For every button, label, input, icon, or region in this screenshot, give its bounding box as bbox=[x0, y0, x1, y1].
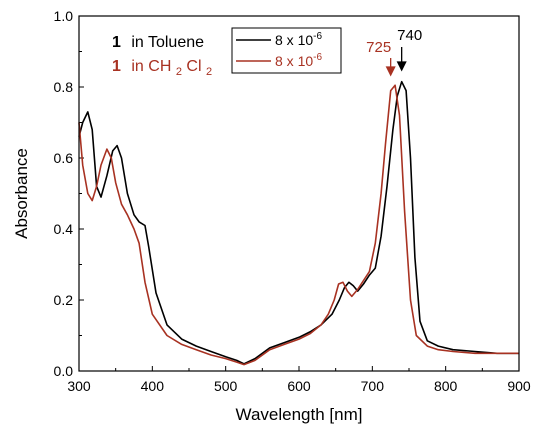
legend-concentration-ch2cl2: 8 x 10-6 bbox=[275, 52, 322, 69]
series-line-0 bbox=[78, 80, 519, 365]
peak-arrow-725 bbox=[385, 58, 396, 77]
x-tick-label: 700 bbox=[361, 378, 385, 394]
x-tick-label: 300 bbox=[67, 378, 91, 394]
series-line-1 bbox=[78, 84, 519, 366]
legend-label-toluene: 1 in Toluene bbox=[112, 34, 204, 51]
peak-arrow-740 bbox=[396, 47, 407, 72]
y-tick-label: 1.0 bbox=[54, 8, 74, 24]
y-tick-label: 0.6 bbox=[54, 150, 74, 166]
peak-label-725: 725 bbox=[366, 39, 391, 56]
legend-concentration-toluene: 8 x 10-6 bbox=[275, 31, 322, 48]
legend-label-ch2cl2: 1 in CH 2 Cl 2 bbox=[112, 58, 212, 79]
peak-label-740: 740 bbox=[397, 27, 422, 44]
legend-box bbox=[231, 27, 342, 74]
x-tick-label: 500 bbox=[214, 378, 238, 394]
x-tick-label: 600 bbox=[287, 378, 311, 394]
y-tick-label: 0.4 bbox=[54, 221, 74, 237]
y-tick-label: 0.0 bbox=[54, 363, 74, 379]
y-tick-label: 0.2 bbox=[54, 292, 74, 308]
plot-frame bbox=[78, 15, 520, 372]
x-axis-label: Wavelength [nm] bbox=[236, 405, 363, 424]
x-tick-label: 800 bbox=[434, 378, 458, 394]
series-layer bbox=[78, 80, 519, 366]
x-tick-label: 400 bbox=[141, 378, 165, 394]
y-axis-label: Absorbance bbox=[12, 148, 31, 239]
x-tick-label: 900 bbox=[507, 378, 531, 394]
y-tick-label: 0.8 bbox=[54, 79, 74, 95]
